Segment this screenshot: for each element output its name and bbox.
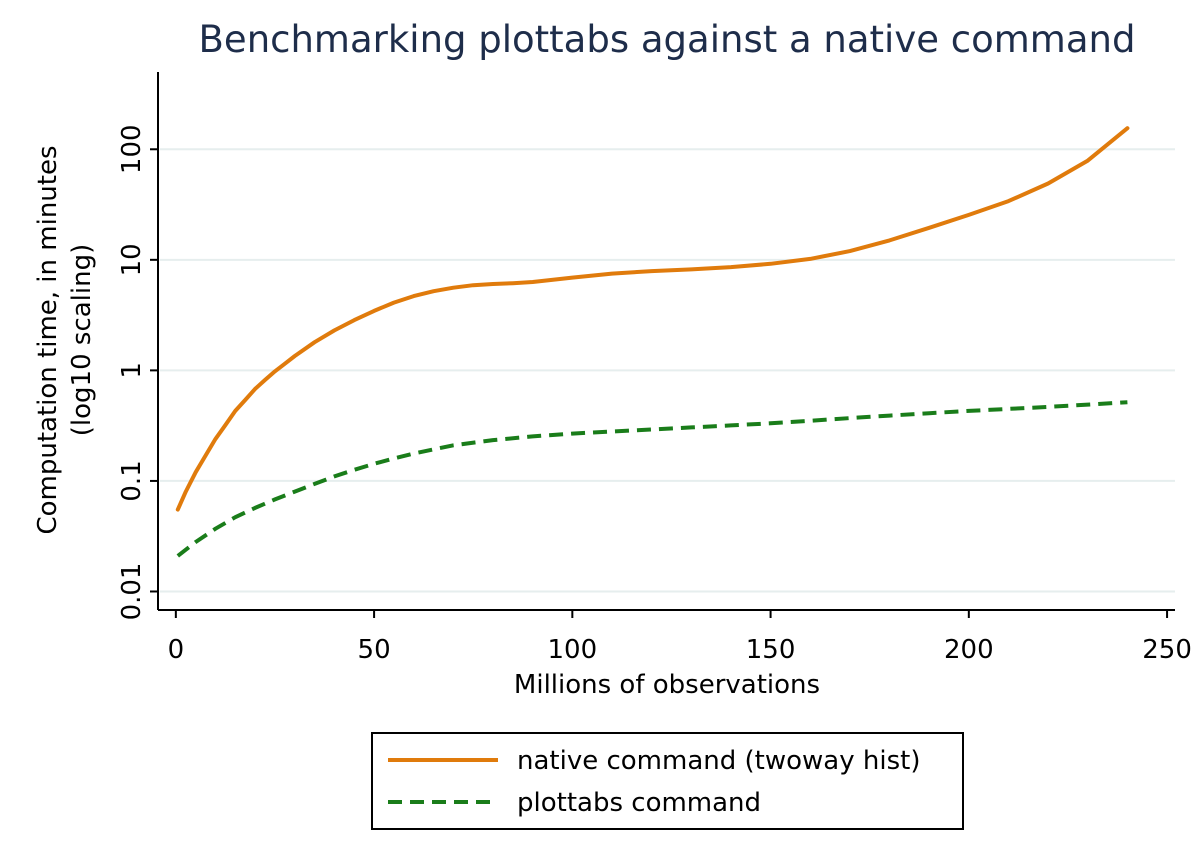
- chart-title: Benchmarking plottabs against a native c…: [199, 18, 1136, 61]
- series-layer: [175, 126, 1130, 558]
- y-axis-label-sub: (log10 scaling): [67, 244, 97, 436]
- y-tick-label-4: 100: [117, 124, 147, 174]
- x-tick-label-0: 0: [168, 635, 185, 665]
- series-line-plottabs: [176, 400, 1128, 558]
- y-tick-label-1: 0.1: [117, 460, 147, 501]
- y-axis-label-group: Computation time, in minutes (log10 scal…: [33, 145, 97, 534]
- grid-layer: [160, 148, 1175, 593]
- legend-label-plottabs: plottabs command: [517, 788, 761, 818]
- y-tick-label-0: 0.01: [117, 563, 147, 621]
- x-tick-label-2: 100: [548, 635, 598, 665]
- y-tick-label-3: 10: [117, 243, 147, 276]
- x-tick-label-5: 250: [1142, 635, 1192, 665]
- legend-box: [371, 732, 964, 830]
- legend: native command (twoway hist) plottabs co…: [371, 732, 964, 830]
- axes-layer: [157, 72, 1175, 611]
- x-tick-label-3: 150: [746, 635, 796, 665]
- x-tick-label-4: 200: [944, 635, 994, 665]
- y-tick-label-2: 1: [117, 362, 147, 379]
- x-tick-label-1: 50: [358, 635, 391, 665]
- ticks-layer: 0.01 0.1 1 10 100 0 50 100 150 200 250: [117, 124, 1192, 665]
- x-axis-label: Millions of observations: [514, 670, 820, 700]
- legend-label-native: native command (twoway hist): [517, 746, 920, 776]
- y-axis-label: Computation time, in minutes: [33, 145, 63, 534]
- series-line-native: [175, 126, 1130, 512]
